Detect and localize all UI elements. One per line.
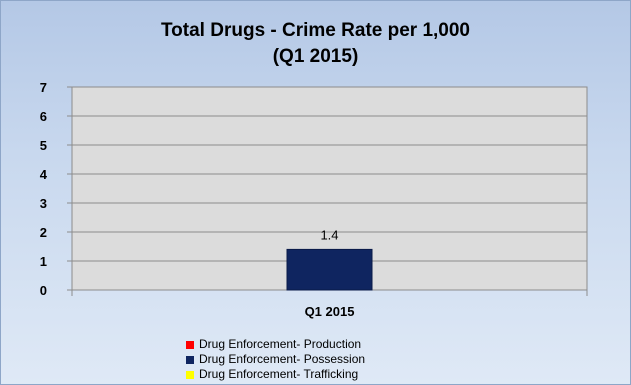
bar	[286, 248, 373, 291]
chart-legend: Drug Enforcement- Production Drug Enforce…	[186, 337, 365, 382]
data-label: 1.4	[320, 227, 338, 242]
legend-swatch	[186, 355, 194, 364]
legend-swatch	[186, 370, 194, 379]
chart-title: Total Drugs - Crime Rate per 1,000	[160, 20, 471, 41]
y-tick-label: 0	[40, 283, 47, 298]
y-tick-label: 5	[40, 138, 47, 153]
legend-label: Drug Enforcement- Trafficking	[199, 367, 359, 381]
legend-swatch	[186, 340, 194, 349]
y-tick-label: 7	[40, 80, 47, 95]
legend-item: Drug Enforcement- Trafficking	[186, 367, 365, 382]
y-tick-label: 4	[40, 167, 48, 182]
legend-label: Drug Enforcement- Production	[199, 337, 362, 351]
legend-item: Drug Enforcement- Production	[186, 337, 365, 352]
legend-item: Drug Enforcement- Possession	[186, 352, 365, 367]
y-tick-label: 6	[40, 109, 47, 124]
y-tick-label: 2	[40, 225, 47, 240]
x-tick-label: Q1 2015	[305, 304, 355, 319]
y-tick-label: 1	[40, 254, 47, 269]
y-tick-label: 3	[40, 196, 47, 211]
chart-subtitle: (Q1 2015)	[272, 46, 359, 67]
legend-label: Drug Enforcement- Possession	[199, 352, 366, 366]
